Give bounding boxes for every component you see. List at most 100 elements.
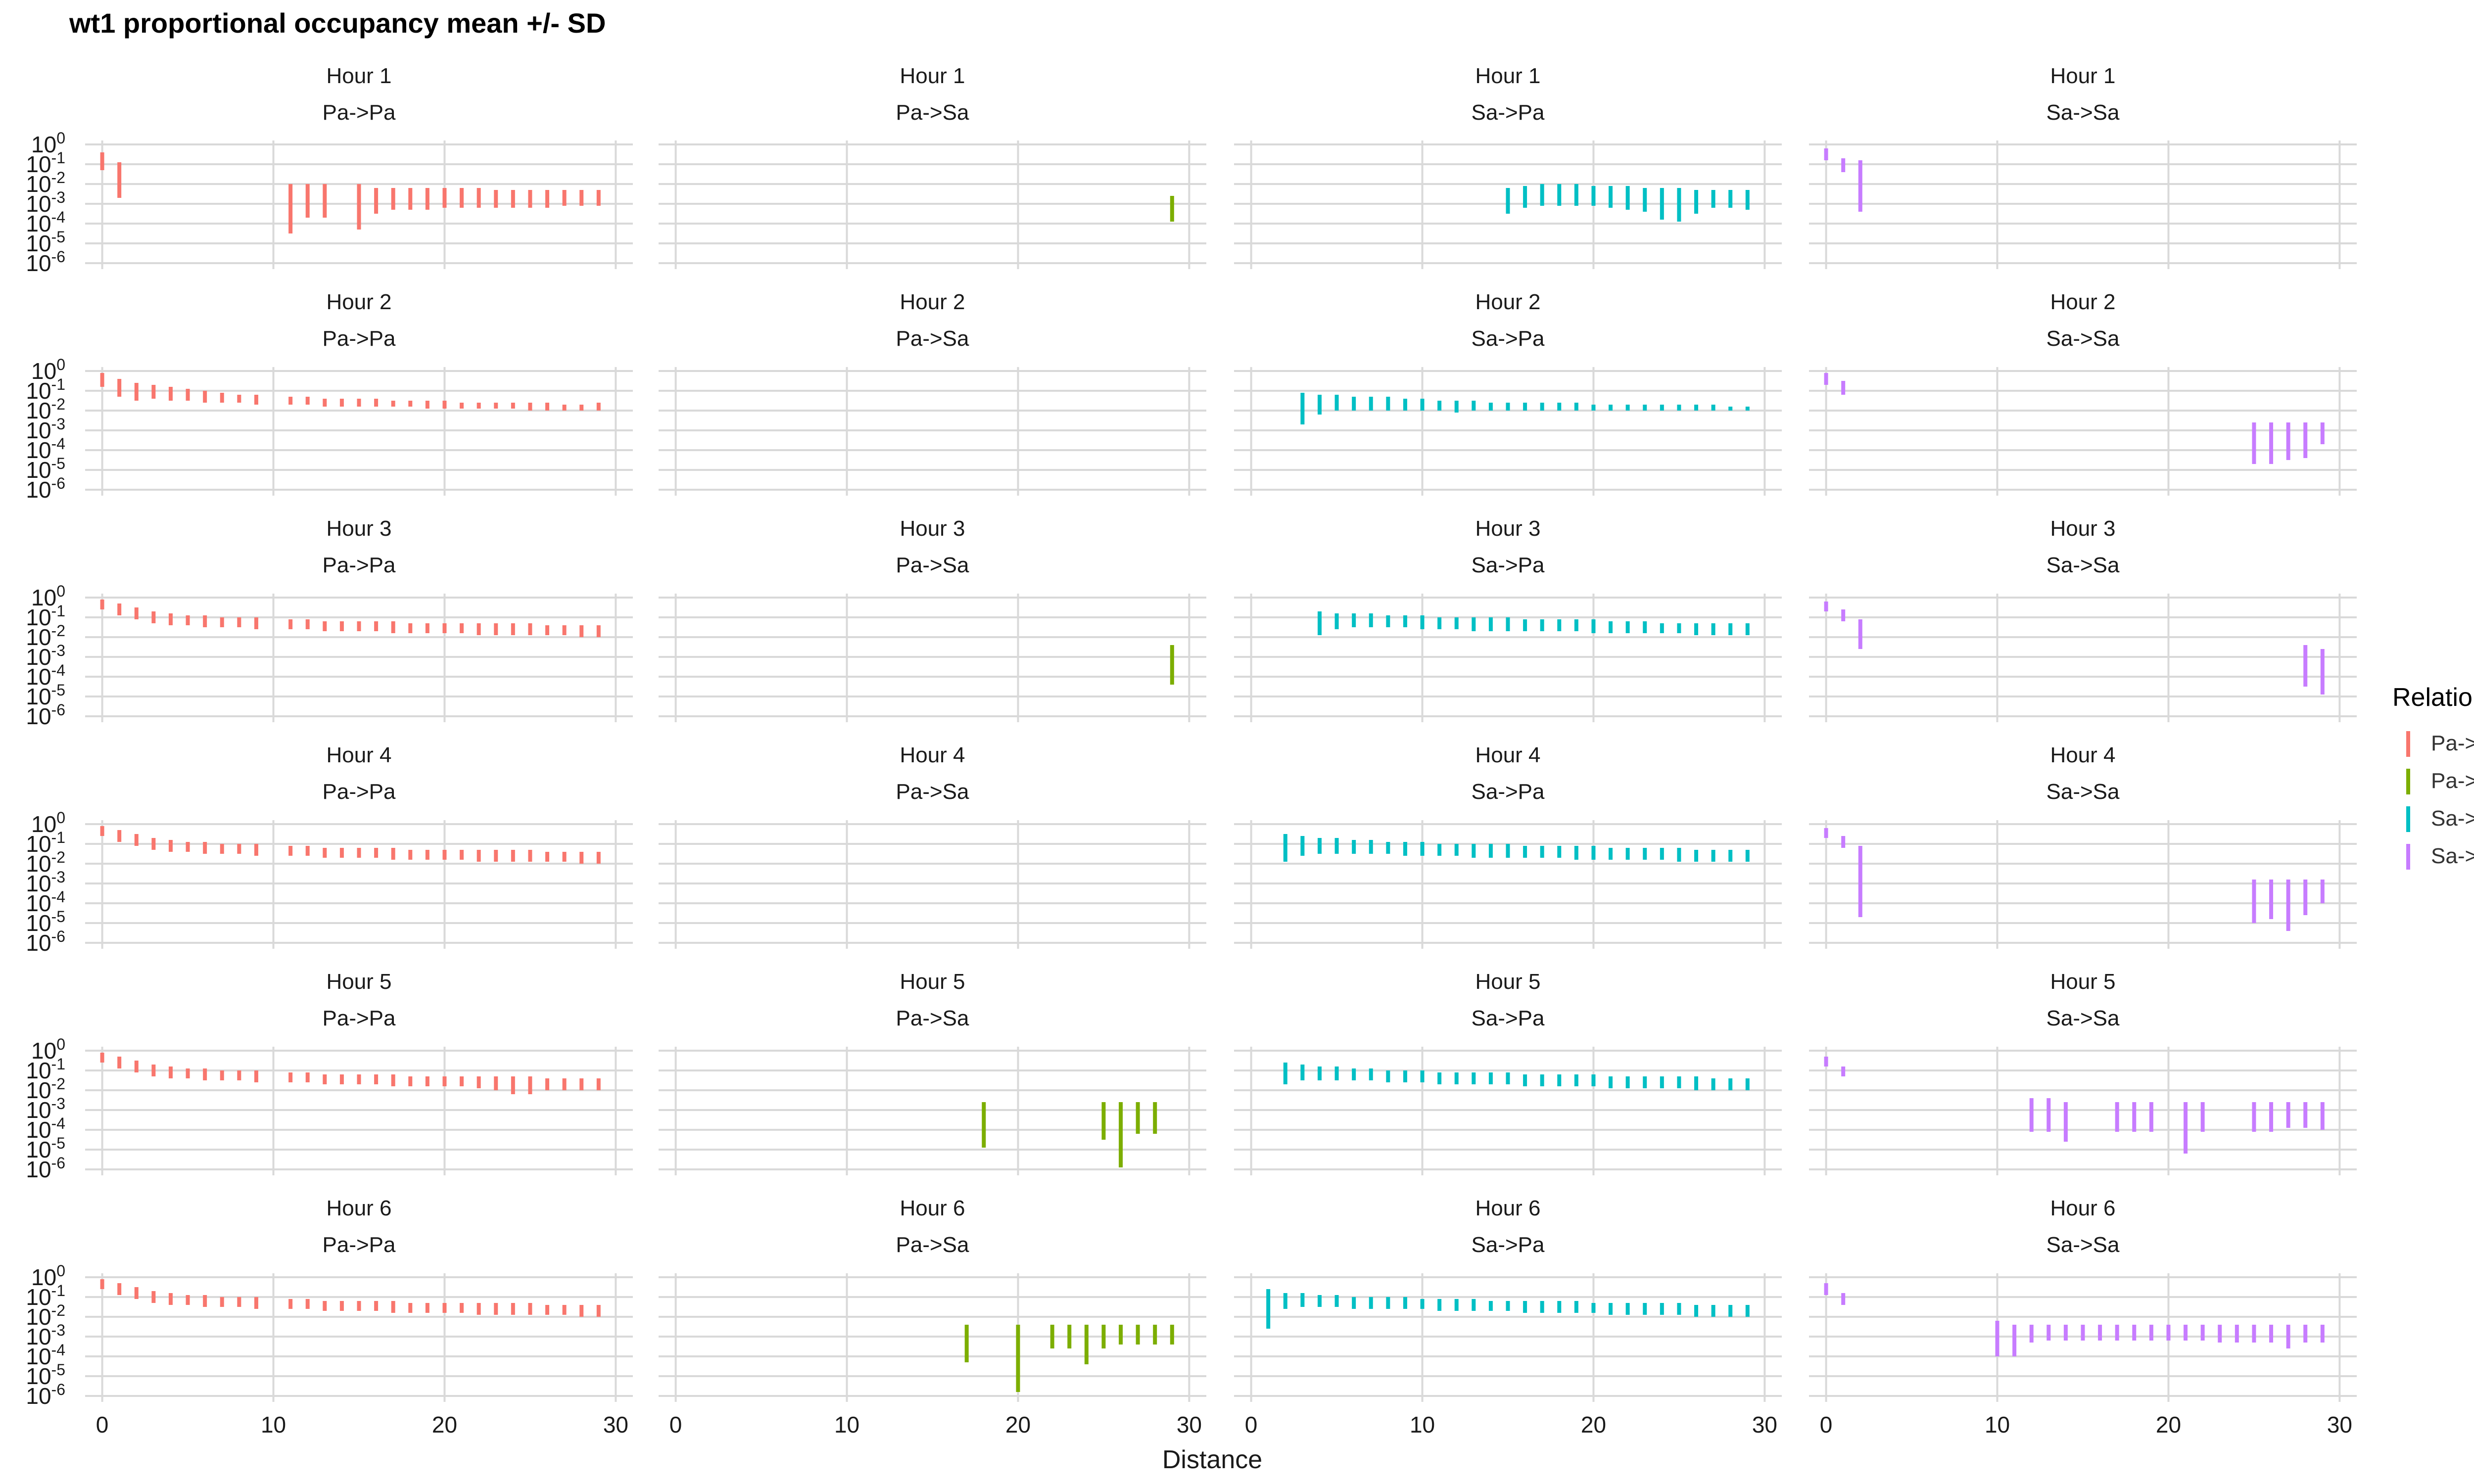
y-tick-label: 10-3 xyxy=(26,415,65,443)
facet-hour-label: Hour 2 xyxy=(900,290,965,314)
facet-hour-label: Hour 6 xyxy=(1475,1196,1540,1220)
x-tick-label: 10 xyxy=(1410,1412,1435,1438)
facet-relation-label: Sa->Pa xyxy=(1472,780,1545,804)
y-tick-label: 10-1 xyxy=(26,375,65,404)
y-tick-label: 10-4 xyxy=(26,661,65,690)
facet-hour-label: Hour 3 xyxy=(1475,516,1540,541)
legend-swatch xyxy=(2406,731,2410,757)
facet-relation-label: Pa->Pa xyxy=(323,326,396,351)
legend-swatch xyxy=(2406,806,2410,832)
facet-relation-label: Pa->Pa xyxy=(323,100,396,125)
y-tick-label: 10-2 xyxy=(26,169,65,197)
facet-hour-label: Hour 2 xyxy=(326,290,391,314)
x-axis-label: Distance xyxy=(1162,1445,1262,1474)
y-tick-label: 10-2 xyxy=(26,1075,65,1103)
x-tick-label: 20 xyxy=(1581,1412,1606,1438)
y-tick-label: 10-3 xyxy=(26,868,65,896)
facet-hour-label: Hour 5 xyxy=(326,970,391,994)
x-tick-label: 20 xyxy=(2156,1412,2181,1438)
y-tick-label: 10-5 xyxy=(26,681,65,709)
legend-item-sa-pa: Sa->Pa xyxy=(2392,800,2474,838)
x-tick-label: 10 xyxy=(834,1412,859,1438)
y-tick-label: 10-3 xyxy=(26,1095,65,1123)
y-tick-label: 10-4 xyxy=(26,1341,65,1369)
y-tick-label: 10-3 xyxy=(26,1321,65,1349)
facet-hour-label: Hour 1 xyxy=(1475,64,1540,88)
y-tick-label: 100 xyxy=(31,356,65,384)
x-tick-label: 10 xyxy=(1985,1412,2010,1438)
legend-item-pa-sa: Pa->Sa xyxy=(2392,763,2474,800)
facet-relation-label: Pa->Sa xyxy=(896,1233,970,1257)
facet-hour-label: Hour 2 xyxy=(1475,290,1540,314)
x-tick-label: 0 xyxy=(1245,1412,1258,1438)
x-tick-label: 0 xyxy=(96,1412,109,1438)
y-tick-label: 10-1 xyxy=(26,1282,65,1310)
y-tick-label: 100 xyxy=(31,809,65,837)
y-tick-label: 100 xyxy=(31,582,65,610)
legend-title: Relation xyxy=(2392,683,2474,712)
x-tick-label: 30 xyxy=(603,1412,628,1438)
y-tick-label: 10-2 xyxy=(26,848,65,877)
y-tick-label: 10-1 xyxy=(26,829,65,857)
facet-hour-label: Hour 3 xyxy=(2050,516,2115,541)
facet-hour-label: Hour 2 xyxy=(2050,290,2115,314)
y-tick-label: 10-4 xyxy=(26,888,65,916)
y-tick-label: 10-5 xyxy=(26,1134,65,1162)
y-tick-label: 10-6 xyxy=(26,474,65,503)
facet-hour-label: Hour 6 xyxy=(326,1196,391,1220)
legend-swatch xyxy=(2406,844,2410,870)
legend-label: Pa->Pa xyxy=(2431,731,2474,755)
facet-relation-label: Pa->Pa xyxy=(323,1233,396,1257)
facet-hour-label: Hour 5 xyxy=(2050,970,2115,994)
facet-relation-label: Sa->Pa xyxy=(1472,326,1545,351)
legend-label: Sa->Pa xyxy=(2431,806,2474,831)
y-tick-label: 10-6 xyxy=(26,248,65,276)
facet-hour-label: Hour 4 xyxy=(326,743,391,767)
facet-relation-label: Pa->Pa xyxy=(323,1006,396,1030)
x-tick-label: 0 xyxy=(669,1412,682,1438)
y-tick-label: 10-1 xyxy=(26,1055,65,1083)
facet-relation-label: Sa->Pa xyxy=(1472,100,1545,125)
chart-title: wt1 proportional occupancy mean +/- SD xyxy=(69,7,606,39)
facet-relation-label: Sa->Sa xyxy=(2046,326,2120,351)
facet-hour-label: Hour 6 xyxy=(900,1196,965,1220)
y-tick-label: 10-1 xyxy=(26,602,65,630)
y-tick-label: 10-5 xyxy=(26,1361,65,1389)
y-tick-label: 10-5 xyxy=(26,908,65,936)
y-tick-label: 10-6 xyxy=(26,1381,65,1409)
facet-hour-label: Hour 1 xyxy=(326,64,391,88)
facet-relation-label: Pa->Pa xyxy=(323,553,396,577)
facet-relation-label: Sa->Sa xyxy=(2046,100,2120,125)
facet-relation-label: Sa->Pa xyxy=(1472,553,1545,577)
facet-relation-label: Sa->Pa xyxy=(1472,1233,1545,1257)
facet-relation-label: Sa->Sa xyxy=(2046,1233,2120,1257)
y-tick-label: 10-5 xyxy=(26,455,65,483)
facet-hour-label: Hour 4 xyxy=(1475,743,1540,767)
y-tick-label: 10-1 xyxy=(26,149,65,177)
facet-hour-label: Hour 4 xyxy=(2050,743,2115,767)
y-tick-label: 100 xyxy=(31,1035,65,1064)
y-tick-label: 100 xyxy=(31,129,65,157)
x-tick-label: 20 xyxy=(432,1412,457,1438)
y-tick-label: 10-5 xyxy=(26,228,65,256)
facet-hour-label: Hour 5 xyxy=(900,970,965,994)
facet-relation-label: Pa->Sa xyxy=(896,100,970,125)
facet-relation-label: Pa->Sa xyxy=(896,553,970,577)
facet-hour-label: Hour 5 xyxy=(1475,970,1540,994)
facet-hour-label: Hour 6 xyxy=(2050,1196,2115,1220)
y-tick-label: 10-2 xyxy=(26,1301,65,1330)
y-tick-label: 100 xyxy=(31,1262,65,1290)
facet-relation-label: Sa->Sa xyxy=(2046,780,2120,804)
y-tick-label: 10-4 xyxy=(26,1114,65,1143)
facet-relation-label: Pa->Pa xyxy=(323,780,396,804)
facet-relation-label: Sa->Pa xyxy=(1472,1006,1545,1030)
x-tick-label: 30 xyxy=(1752,1412,1777,1438)
y-tick-label: 10-2 xyxy=(26,395,65,423)
legend-label: Sa->Sa xyxy=(2431,844,2474,868)
y-tick-label: 10-6 xyxy=(26,701,65,729)
facet-relation-label: Pa->Sa xyxy=(896,326,970,351)
y-tick-label: 10-4 xyxy=(26,208,65,236)
facet-hour-label: Hour 3 xyxy=(326,516,391,541)
legend-item-pa-pa: Pa->Pa xyxy=(2392,725,2474,763)
